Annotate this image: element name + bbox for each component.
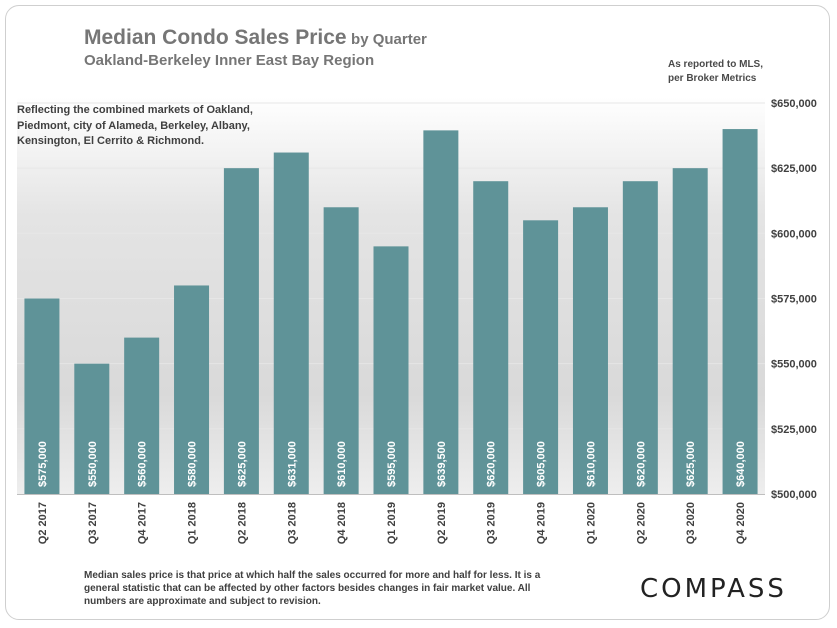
title-suffix: by Quarter xyxy=(351,31,427,48)
x-tick-label: Q2 2019 xyxy=(436,502,448,544)
bar xyxy=(273,152,309,494)
title-main: Median Condo Sales Price xyxy=(84,26,347,49)
compass-logo: COMPASS xyxy=(640,574,787,604)
bar xyxy=(74,363,110,494)
x-tick-label: Q4 2017 xyxy=(137,502,149,544)
bar-value-label: $610,000 xyxy=(585,441,597,487)
bar-value-label: $620,000 xyxy=(486,441,498,487)
bar xyxy=(223,168,259,494)
bar xyxy=(572,207,608,494)
y-tick-label: $625,000 xyxy=(771,163,817,175)
source-line-2: per Broker Metrics xyxy=(668,73,757,84)
bar xyxy=(373,246,409,494)
y-tick-label: $575,000 xyxy=(771,294,817,306)
x-tick-label: Q4 2019 xyxy=(536,502,548,544)
bar-value-label: $639,500 xyxy=(436,441,448,487)
bar-value-label: $625,000 xyxy=(685,441,697,487)
footnote: Median sales price is that price at whic… xyxy=(84,570,541,607)
chart-title: Median Condo Sales Price by Quarter xyxy=(84,26,427,50)
bar xyxy=(24,298,60,494)
bar xyxy=(622,181,658,494)
x-tick-label: Q3 2018 xyxy=(286,502,298,544)
bar xyxy=(323,207,359,494)
x-tick-label: Q4 2018 xyxy=(336,502,348,544)
bar xyxy=(672,168,708,494)
x-tick-label: Q2 2020 xyxy=(635,502,647,544)
y-tick-label: $500,000 xyxy=(771,489,817,501)
x-tick-label: Q1 2020 xyxy=(585,502,597,544)
bar-value-label: $595,000 xyxy=(386,441,398,487)
bar-value-label: $560,000 xyxy=(137,441,149,487)
x-tick-label: Q1 2018 xyxy=(187,502,199,544)
source-note: As reported to MLS, per Broker Metrics xyxy=(668,58,788,86)
x-tick-label: Q3 2020 xyxy=(685,502,697,544)
y-axis-labels: $500,000 $525,000 $550,000 $575,000 $600,000… xyxy=(771,98,817,501)
source-line-1: As reported to MLS, xyxy=(668,59,764,70)
bar-value-label: $640,000 xyxy=(735,441,747,487)
bar-value-label: $610,000 xyxy=(336,441,348,487)
bar-value-label: $631,000 xyxy=(286,441,298,487)
x-axis-labels: Q2 2017 Q3 2017 Q4 2017 Q1 2018 Q2 2018 Q3 20… xyxy=(37,502,747,544)
x-tick-label: Q2 2018 xyxy=(236,502,248,544)
bar-value-label: $550,000 xyxy=(87,441,99,487)
x-tick-label: Q4 2020 xyxy=(735,502,747,544)
bars: $575,000 $550,000 $560,000 $580,000 $625,000… xyxy=(24,129,758,495)
bar xyxy=(174,285,210,494)
x-tick-label: Q3 2017 xyxy=(87,502,99,544)
bar xyxy=(423,130,459,494)
bar xyxy=(124,337,160,494)
bar xyxy=(523,220,559,495)
bar-value-label: $620,000 xyxy=(635,441,647,487)
y-tick-label: $600,000 xyxy=(771,228,817,240)
bar xyxy=(473,181,509,494)
bar-value-label: $575,000 xyxy=(37,441,49,487)
bar-value-label: $625,000 xyxy=(236,441,248,487)
y-tick-label: $550,000 xyxy=(771,359,817,371)
x-tick-label: Q3 2019 xyxy=(486,502,498,544)
chart-subtitle: Oakland-Berkeley Inner East Bay Region xyxy=(84,52,375,69)
x-tick-label: Q2 2017 xyxy=(37,502,49,544)
x-tick-label: Q1 2019 xyxy=(386,502,398,544)
bar xyxy=(722,129,758,495)
y-tick-label: $525,000 xyxy=(771,424,817,436)
bar-value-label: $580,000 xyxy=(187,441,199,487)
bar-value-label: $605,000 xyxy=(536,441,548,487)
region-note: Reflecting the combined markets of Oakla… xyxy=(17,104,253,147)
y-tick-label: $650,000 xyxy=(771,98,817,110)
